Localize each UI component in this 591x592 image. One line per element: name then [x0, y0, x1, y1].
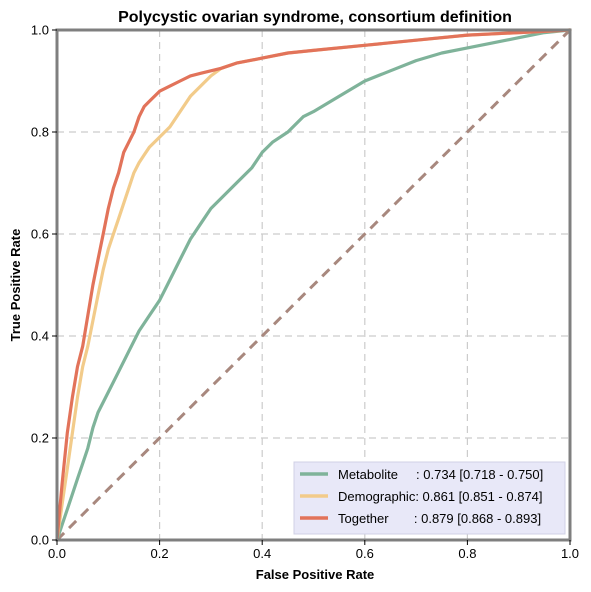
y-tick-label: 1.0: [31, 23, 49, 38]
x-tick-label: 0.4: [253, 546, 271, 561]
x-tick-label: 0.8: [458, 546, 476, 561]
series-line-metabolite: [55, 28, 572, 542]
x-axis-label: False Positive Rate: [256, 567, 375, 582]
x-tick-label: 1.0: [561, 546, 579, 561]
legend-label-together: Together : 0.879 [0.868 - 0.893]: [338, 511, 541, 526]
legend-box: [293, 461, 566, 535]
plot-frame: [55, 28, 572, 542]
grid-lines: [57, 30, 570, 540]
x-tick-label: 0.2: [151, 546, 169, 561]
y-tick-label: 0.4: [31, 329, 49, 344]
x-tick-label: 0.6: [356, 546, 374, 561]
chance-diagonal: [55, 28, 572, 542]
chart-title: Polycystic ovarian syndrome, consortium …: [118, 9, 512, 26]
x-axis-ticks: 0.0 0.2 0.4 0.6 0.8 1.0: [48, 540, 579, 561]
legend-label-demographic: Demographic: 0.861 [0.851 - 0.874]: [338, 489, 543, 504]
y-axis-ticks: 0.0 0.2 0.4 0.6 0.8 1.0: [31, 23, 57, 548]
x-tick-label: 0.0: [48, 546, 66, 561]
legend: Metabolite : 0.734 [0.718 - 0.750] Demogr…: [293, 461, 566, 535]
y-axis-label: True Positive Rate: [8, 229, 23, 342]
y-tick-label: 0.2: [31, 431, 49, 446]
y-tick-label: 0.0: [31, 533, 49, 548]
legend-label-metabolite: Metabolite : 0.734 [0.718 - 0.750]: [338, 467, 543, 482]
y-tick-label: 0.6: [31, 227, 49, 242]
series-lines: [55, 28, 572, 542]
series-line-together: [55, 28, 572, 542]
y-tick-label: 0.8: [31, 125, 49, 140]
